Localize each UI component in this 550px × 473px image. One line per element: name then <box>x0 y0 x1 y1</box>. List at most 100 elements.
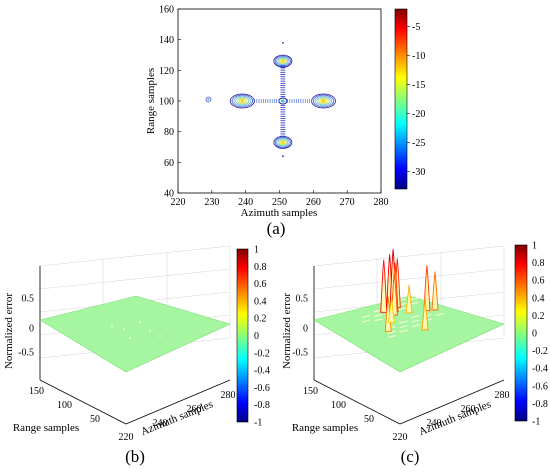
panel-c-ripple <box>398 307 407 311</box>
panel-a-y-ticks: 40 60 80 100 120 140 160 <box>159 5 181 200</box>
panel-b-y-tick-label: 100 <box>57 400 72 411</box>
panel-c-ripple <box>374 318 383 322</box>
panel-c-colorbar-tick-label: -1 <box>532 417 540 428</box>
panel-c-peaks <box>380 249 439 333</box>
contour-cross-arms <box>252 41 313 158</box>
panel-c-label: (c) <box>401 447 420 466</box>
panel-c-ripple <box>387 330 396 334</box>
panel-c-peak <box>405 284 413 314</box>
panel-a-label: (a) <box>267 219 286 238</box>
panel-b-colorbar-tick-label: -0.8 <box>254 400 270 411</box>
panel-c-ripple <box>387 335 397 339</box>
panel-c-x-tick-label: 240 <box>427 418 442 429</box>
panel-a-colorbar <box>394 8 408 190</box>
panel-c-ripple <box>399 325 408 329</box>
panel-b-x-ticks: 220 240 260 280 <box>119 390 236 443</box>
panel-b-x-tick-label: 260 <box>187 404 202 415</box>
panel-c-x-tick-label: 260 <box>461 404 476 415</box>
panel-a-y-tick-label: 160 <box>159 5 174 16</box>
panel-b-colorbar-tick-label: -1 <box>254 418 262 429</box>
contour-isolated <box>205 96 212 103</box>
panel-b-z-tick-label: -0.5 <box>18 348 34 359</box>
panel-c-z-tick-label: 0.5 <box>296 294 309 305</box>
panel-b-colorbar-tick-label: 0.6 <box>254 279 267 290</box>
panel-b-x-tick-label: 240 <box>153 418 168 429</box>
panel-c-colorbar-tick-label: 0.6 <box>532 276 545 287</box>
panel-c-z-tick-label: -0.5 <box>292 348 308 359</box>
panel-c-peak <box>390 272 398 316</box>
panel-c-colorbar-tick-label: -0.2 <box>532 346 548 357</box>
panel-a-colorbar-ticks: -5 -10 -15 -20 -25 -30 <box>407 22 425 178</box>
panel-b-y-tick-label: 150 <box>29 386 44 397</box>
panel-c-ripple <box>361 319 371 323</box>
panel-c-colorbar-tick-label: 0.4 <box>532 293 545 304</box>
panel-c-colorbar <box>514 244 528 422</box>
contour-right <box>311 93 336 109</box>
panel-c-z-ticks: 0.5 0 -0.5 <box>292 294 308 359</box>
panel-c-ripple <box>411 319 420 323</box>
panel-c-peak <box>380 259 388 313</box>
panel-c-peak <box>431 271 439 311</box>
panel-a-plot-area <box>177 8 382 194</box>
panel-a-x-tick-label: 280 <box>374 197 389 208</box>
panel-c-colorbar-tick-label: 0.2 <box>532 311 545 322</box>
panel-c-x-ticks: 220 240 260 280 <box>393 390 510 443</box>
panel-a-xlabel: Azimuth samples <box>241 207 318 219</box>
panel-a-x-tick-label: 260 <box>306 197 321 208</box>
panel-a-y-tick-label: 100 <box>159 97 174 108</box>
contour-left <box>229 93 255 109</box>
panel-c-ripple <box>435 312 444 316</box>
panel-c-ripple <box>411 315 420 319</box>
panel-c-colorbar-tick-label: 0 <box>532 329 537 340</box>
panel-b-surface-speckles <box>111 321 161 339</box>
panel-a-y-tick-label: 60 <box>164 158 174 169</box>
panel-c-ripple <box>399 320 408 324</box>
panel-c-y-tick-label: 100 <box>331 400 346 411</box>
panel-c-y-ticks: 150 100 50 <box>303 386 374 425</box>
panel-a-colorbar-tick-label: -15 <box>412 80 425 91</box>
panel-b-colorbar-tick-label: 0 <box>254 331 259 342</box>
panel-a-y-tick-label: 40 <box>164 189 174 200</box>
panel-c-colorbar-tick-label: -0.6 <box>532 381 548 392</box>
panel-b-zlabel: Normalized error <box>3 293 15 369</box>
panel-a-contours <box>205 41 336 158</box>
panel-a-x-ticks: 220 230 240 250 260 270 280 <box>171 190 389 208</box>
panel-c-ripple <box>399 329 408 333</box>
panel-b-colorbar-tick-label: -0.6 <box>254 383 270 394</box>
panel-b-y-tick-label: 50 <box>90 414 100 425</box>
panel-b: 0.5 0 -0.5 150 100 50 220 240 260 280 Normalize… <box>3 245 270 467</box>
panel-a-y-tick-label: 120 <box>159 66 174 77</box>
panel-b-colorbar-tick-label: 1 <box>254 245 259 256</box>
panel-b-surface <box>39 295 231 373</box>
panel-c-surface <box>313 295 505 373</box>
panel-b-xlabel: Azimuth samples <box>139 398 215 438</box>
panel-a-colorbar-tick-label: -5 <box>412 22 420 33</box>
panel-a-x-tick-label: 250 <box>272 197 287 208</box>
panel-a-colorbar-tick-label: -10 <box>412 51 425 62</box>
panel-c-colorbar-tick-label: 1 <box>532 241 537 252</box>
panel-c-colorbar-tick-label: 0.8 <box>532 258 545 269</box>
panel-c-zlabel: Normalized error <box>281 293 293 369</box>
panel-b-z-tick-label: 0 <box>29 324 34 335</box>
panel-c-z-tick-label: 0 <box>303 324 308 335</box>
panel-c-y-tick-label: 50 <box>364 414 374 425</box>
panel-b-colorbar <box>236 248 249 423</box>
panel-c-colorbar-tick-label: -0.4 <box>532 364 548 375</box>
panel-c-ripple <box>410 301 419 305</box>
panel-a-y-tick-label: 140 <box>159 35 174 46</box>
panel-c-ripple <box>373 313 383 317</box>
panel-b-colorbar-tick-label: 0.2 <box>254 314 267 325</box>
panel-a-ylabel: Range samples <box>145 68 157 134</box>
panel-b-colorbar-ticks: 1 0.8 0.6 0.4 0.2 0 -0.2 -0.4 -0.6 -0.8 -1 <box>254 245 270 429</box>
panel-c-ripple <box>361 315 370 318</box>
panel-c-ripple <box>409 297 419 301</box>
panel-c-peak <box>387 297 395 323</box>
panel-c-ripple <box>411 324 420 327</box>
panel-a-colorbar-tick-label: -30 <box>412 167 425 178</box>
panel-b-colorbar-tick-label: 0.4 <box>254 296 267 307</box>
panel-c-y-tick-label: 150 <box>303 386 318 397</box>
panel-b-colorbar-tick-label: -0.4 <box>254 366 270 377</box>
panel-b-z-ticks: 0.5 0 -0.5 <box>18 294 34 359</box>
panel-c-peak <box>421 298 429 331</box>
